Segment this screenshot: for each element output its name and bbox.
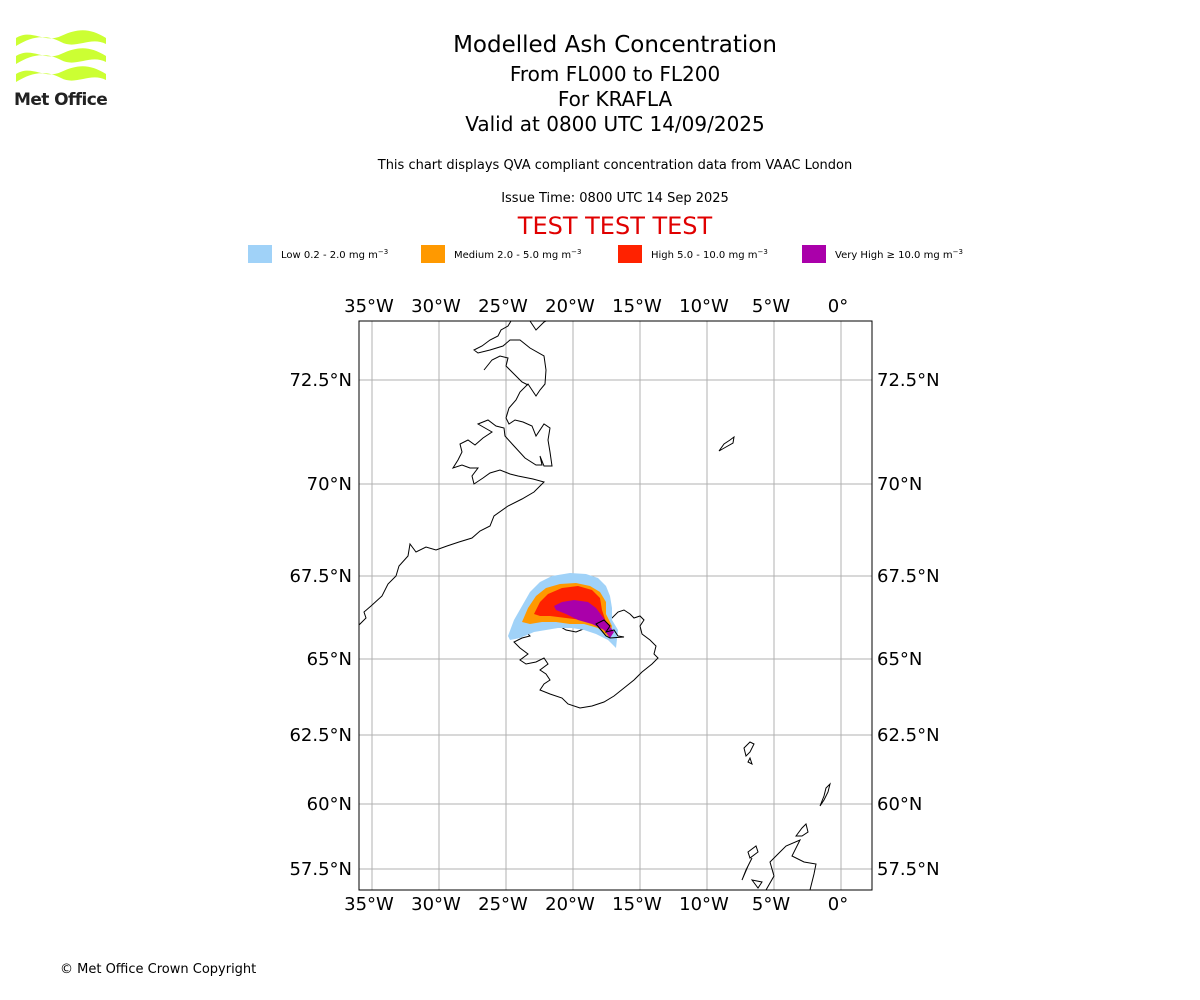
met-office-logo: Met Office	[14, 30, 108, 112]
chart-titles: Modelled Ash Concentration From FL000 to…	[415, 28, 815, 137]
chart-description: This chart displays QVA compliant concen…	[377, 158, 853, 173]
lon-tick-label-bottom: 35°W	[344, 894, 394, 915]
logo-wave-3	[16, 66, 106, 82]
greenland-north	[529, 320, 547, 331]
lon-tick-label-bottom: 20°W	[545, 894, 595, 915]
lon-tick-label-bottom: 5°W	[752, 894, 790, 915]
krafla-marker-outline	[595, 619, 625, 639]
lat-tick-label-right: 65°N	[877, 649, 922, 670]
legend-label-medium: Medium 2.0 - 5.0 mg m	[454, 249, 572, 261]
scotland	[765, 839, 817, 891]
lat-tick-label-left: 60°N	[307, 794, 352, 815]
issue-time: Issue Time: 0800 UTC 14 Sep 2025	[501, 191, 729, 206]
gridlines	[359, 321, 872, 890]
lon-tick-label-top: 15°W	[612, 296, 662, 317]
lon-tick-label-top: 0°	[828, 296, 848, 317]
lon-tick-label-top: 35°W	[344, 296, 394, 317]
legend-unit-high: −3	[757, 247, 768, 256]
lat-tick-label-left: 65°N	[307, 649, 352, 670]
lat-tick-label-right: 62.5°N	[877, 725, 940, 746]
lon-tick-label-bottom: 25°W	[478, 894, 528, 915]
legend-swatch-low	[248, 245, 272, 263]
lon-tick-label-bottom: 15°W	[612, 894, 662, 915]
lon-tick-label-bottom: 0°	[828, 894, 848, 915]
logo-text: Met Office	[14, 90, 108, 110]
axis-tick-labels: 35°W 35°W 30°W 30°W 25°W 25°W 20°W 20°W 15°W 15°W…	[289, 296, 939, 915]
lon-tick-label-bottom: 10°W	[679, 894, 729, 915]
legend-item-very-high: Very High ≥ 10.0 mg m−3	[802, 245, 963, 263]
flight-level-range: From FL000 to FL200	[509, 62, 721, 86]
lon-tick-label-top: 5°W	[752, 296, 790, 317]
lon-tick-label-bottom: 30°W	[411, 894, 461, 915]
lon-tick-label-top: 25°W	[478, 296, 528, 317]
legend-label-high: High 5.0 - 10.0 mg m	[651, 249, 758, 261]
lat-tick-label-left: 62.5°N	[289, 725, 352, 746]
concentration-legend: Low 0.2 - 2.0 mg m−3 Medium 2.0 - 5.0 mg…	[0, 245, 1200, 265]
ash-concentration-contours	[508, 573, 625, 648]
logo-wave-1	[16, 30, 106, 46]
legend-swatch-high	[618, 245, 642, 263]
orkney-islands	[795, 823, 809, 837]
lat-tick-label-left: 72.5°N	[289, 370, 352, 391]
lon-tick-label-top: 10°W	[679, 296, 729, 317]
lat-tick-label-left: 70°N	[307, 474, 352, 495]
legend-label-very-high: Very High ≥ 10.0 mg m	[835, 249, 953, 261]
map-frame	[358, 320, 873, 891]
legend-item-high: High 5.0 - 10.0 mg m−3	[618, 245, 768, 263]
legend-swatch-medium	[421, 245, 445, 263]
lat-tick-label-right: 67.5°N	[877, 566, 940, 587]
lat-tick-label-right: 60°N	[877, 794, 922, 815]
lat-tick-label-right: 70°N	[877, 474, 922, 495]
coastlines	[358, 320, 831, 891]
chart-title: Modelled Ash Concentration	[453, 32, 777, 58]
legend-unit-low: −3	[377, 247, 389, 256]
valid-time: Valid at 0800 UTC 14/09/2025	[465, 112, 765, 136]
shetland-islands	[819, 782, 831, 807]
greenland-fjord	[483, 355, 529, 386]
legend-swatch-very-high	[802, 245, 826, 263]
test-banner: TEST TEST TEST	[517, 212, 713, 240]
lat-tick-label-left: 57.5°N	[289, 859, 352, 880]
legend-unit-medium: −3	[571, 247, 582, 256]
jan-mayen	[718, 435, 735, 452]
lat-tick-label-right: 57.5°N	[877, 859, 940, 880]
lat-tick-label-left: 67.5°N	[289, 566, 352, 587]
lon-tick-label-top: 20°W	[545, 296, 595, 317]
hebrides	[741, 845, 763, 889]
copyright-notice: © Met Office Crown Copyright	[60, 962, 257, 977]
legend-item-low: Low 0.2 - 2.0 mg m−3	[248, 245, 388, 263]
lat-tick-label-right: 72.5°N	[877, 370, 940, 391]
faroe-islands	[743, 741, 755, 765]
logo-wave-2	[16, 48, 106, 64]
ash-very-high-area	[554, 600, 614, 638]
legend-item-medium: Medium 2.0 - 5.0 mg m−3	[421, 245, 581, 263]
met-office-waves-icon	[16, 30, 106, 82]
legend-unit-very-high: −3	[952, 247, 963, 256]
volcano-name: For KRAFLA	[557, 87, 673, 111]
lon-tick-label-top: 30°W	[411, 296, 461, 317]
greenland-east-coast	[358, 320, 553, 626]
legend-label-low: Low 0.2 - 2.0 mg m	[281, 249, 378, 261]
